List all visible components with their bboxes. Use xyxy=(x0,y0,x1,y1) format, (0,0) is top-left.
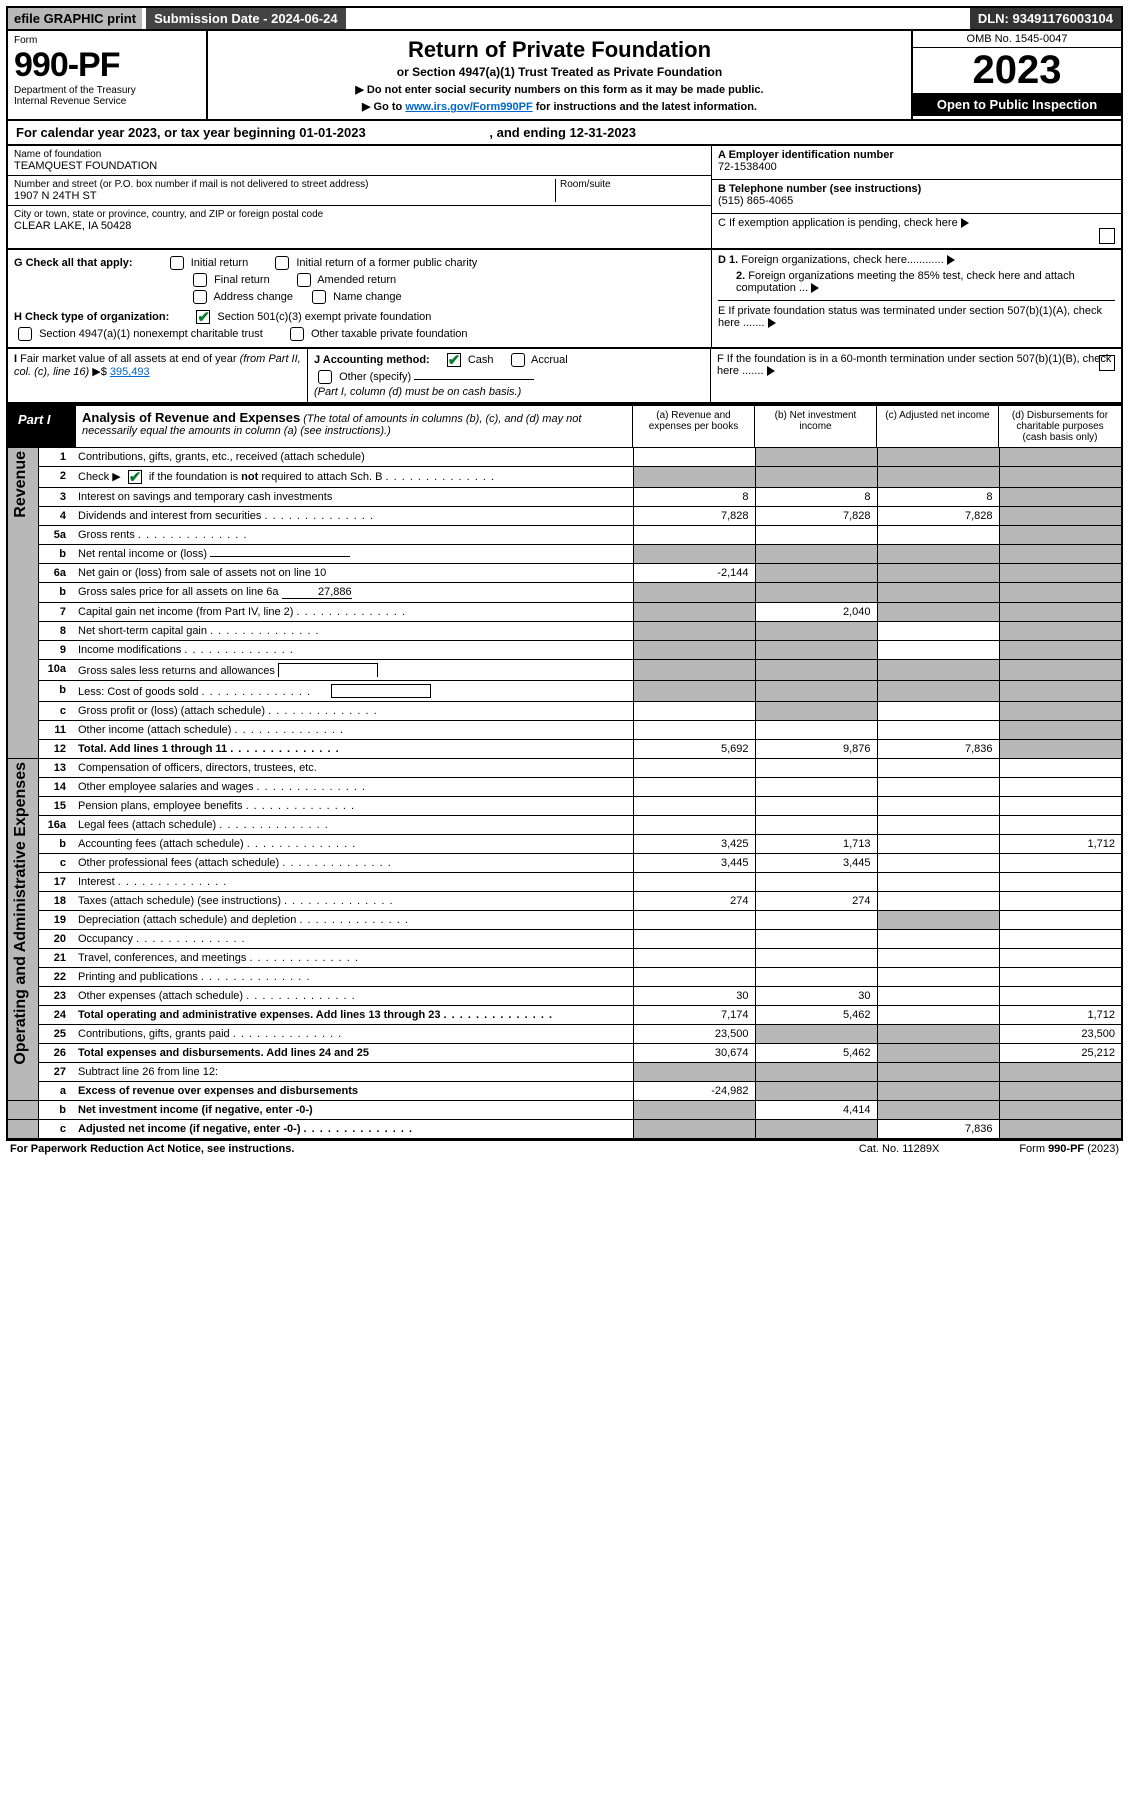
arrow-icon xyxy=(947,255,955,265)
footer: For Paperwork Reduction Act Notice, see … xyxy=(6,1140,1123,1157)
footer-mid: Cat. No. 11289X xyxy=(859,1143,940,1155)
box-j: J Accounting method: Cash Accrual Other … xyxy=(308,349,711,402)
col-b-hdr: (b) Net investment income xyxy=(755,406,877,447)
submission-date: Submission Date - 2024-06-24 xyxy=(146,8,346,29)
checkbox-other-taxable[interactable] xyxy=(290,327,304,341)
entity-right: A Employer identification number 72-1538… xyxy=(711,146,1121,248)
checkbox-amended[interactable] xyxy=(297,273,311,287)
arrow-icon xyxy=(811,283,819,293)
checkbox-initial-return[interactable] xyxy=(170,256,184,270)
city-row: City or town, state or province, country… xyxy=(8,206,711,235)
form-label: Form xyxy=(14,35,200,46)
form-subtitle: or Section 4947(a)(1) Trust Treated as P… xyxy=(214,65,905,79)
box-d2: 2. Foreign organizations meeting the 85%… xyxy=(718,270,1115,301)
arrow-icon xyxy=(961,218,969,228)
efile-label[interactable]: efile GRAPHIC print xyxy=(8,8,142,29)
checkbox-other-method[interactable] xyxy=(318,370,332,384)
checkbox-accrual[interactable] xyxy=(511,353,525,367)
checkbox-initial-former[interactable] xyxy=(275,256,289,270)
checkbox-4947[interactable] xyxy=(18,327,32,341)
checks-block: G Check all that apply: Initial return I… xyxy=(6,250,1123,349)
checkbox-c[interactable] xyxy=(1099,228,1115,244)
tel-row: B Telephone number (see instructions) (5… xyxy=(712,180,1121,214)
part1-label: Part I xyxy=(8,406,76,447)
checkbox-501c3[interactable] xyxy=(196,310,210,324)
checks-right: D 1. D 1. Foreign organizations, check h… xyxy=(711,250,1121,347)
j-note: (Part I, column (d) must be on cash basi… xyxy=(314,386,704,398)
checkbox-final-return[interactable] xyxy=(193,273,207,287)
arrow-icon xyxy=(767,366,775,376)
checkbox-sch-b[interactable] xyxy=(128,470,142,484)
checkbox-cash[interactable] xyxy=(447,353,461,367)
city-state-zip: CLEAR LAKE, IA 50428 xyxy=(14,220,705,232)
expenses-label: Operating and Administrative Expenses xyxy=(12,762,30,1065)
irs: Internal Revenue Service xyxy=(14,96,200,107)
header-mid: Return of Private Foundation or Section … xyxy=(208,31,911,119)
calendar-row: For calendar year 2023, or tax year begi… xyxy=(6,121,1123,146)
form-link[interactable]: www.irs.gov/Form990PF xyxy=(405,101,532,113)
dept: Department of the Treasury xyxy=(14,85,200,96)
part1-title: Analysis of Revenue and Expenses (The to… xyxy=(76,406,633,447)
entity-left: Name of foundation TEAMQUEST FOUNDATION … xyxy=(8,146,711,248)
col-a-hdr: (a) Revenue and expenses per books xyxy=(633,406,755,447)
part1: Part I Analysis of Revenue and Expenses … xyxy=(6,404,1123,1140)
box-c-row: C If exemption application is pending, c… xyxy=(712,214,1121,248)
col-d-hdr: (d) Disbursements for charitable purpose… xyxy=(999,406,1121,447)
footer-right: Form 990-PF (2023) xyxy=(1019,1143,1119,1155)
checkbox-name-change[interactable] xyxy=(312,290,326,304)
tel-value: (515) 865-4065 xyxy=(718,195,1115,207)
part1-header: Part I Analysis of Revenue and Expenses … xyxy=(8,406,1121,447)
room-suite: Room/suite xyxy=(555,179,705,202)
box-h: H Check type of organization: Section 50… xyxy=(14,310,705,324)
header-right: OMB No. 1545-0047 2023 Open to Public In… xyxy=(911,31,1121,119)
col-c-hdr: (c) Adjusted net income xyxy=(877,406,999,447)
foundation-name: TEAMQUEST FOUNDATION xyxy=(14,160,705,172)
footer-left: For Paperwork Reduction Act Notice, see … xyxy=(10,1143,294,1155)
entity-block: Name of foundation TEAMQUEST FOUNDATION … xyxy=(6,146,1123,250)
top-bar: efile GRAPHIC print Submission Date - 20… xyxy=(6,6,1123,31)
box-f: F If the foundation is in a 60-month ter… xyxy=(711,349,1121,402)
open-inspection: Open to Public Inspection xyxy=(913,93,1121,116)
street-address: 1907 N 24TH ST xyxy=(14,190,555,202)
form-number: 990-PF xyxy=(14,46,200,85)
addr-row: Number and street (or P.O. box number if… xyxy=(8,176,711,206)
fmv-value: 395,493 xyxy=(110,366,150,378)
omb-number: OMB No. 1545-0047 xyxy=(913,31,1121,48)
instr-1: ▶ Do not enter social security numbers o… xyxy=(214,83,905,96)
checkbox-f[interactable] xyxy=(1099,355,1115,371)
name-row: Name of foundation TEAMQUEST FOUNDATION xyxy=(8,146,711,176)
box-d1: D 1. D 1. Foreign organizations, check h… xyxy=(718,254,1115,270)
header-left: Form 990-PF Department of the Treasury I… xyxy=(8,31,208,119)
arrow-icon xyxy=(768,318,776,328)
part1-table: Revenue 1Contributions, gifts, grants, e… xyxy=(8,447,1121,1138)
dln: DLN: 93491176003104 xyxy=(970,8,1121,29)
box-g: G Check all that apply: Initial return I… xyxy=(14,256,705,270)
box-i: I Fair market value of all assets at end… xyxy=(8,349,308,402)
checks-left: G Check all that apply: Initial return I… xyxy=(8,250,711,347)
checkbox-address-change[interactable] xyxy=(193,290,207,304)
instr-2: ▶ Go to www.irs.gov/Form990PF for instru… xyxy=(214,100,905,113)
ein-row: A Employer identification number 72-1538… xyxy=(712,146,1121,180)
row-ijf: I Fair market value of all assets at end… xyxy=(6,349,1123,404)
ein-value: 72-1538400 xyxy=(718,161,1115,173)
box-e: E If private foundation status was termi… xyxy=(718,301,1115,329)
tax-year: 2023 xyxy=(913,48,1121,93)
form-title: Return of Private Foundation xyxy=(214,37,905,63)
revenue-label: Revenue xyxy=(12,451,30,518)
form-header: Form 990-PF Department of the Treasury I… xyxy=(6,31,1123,121)
